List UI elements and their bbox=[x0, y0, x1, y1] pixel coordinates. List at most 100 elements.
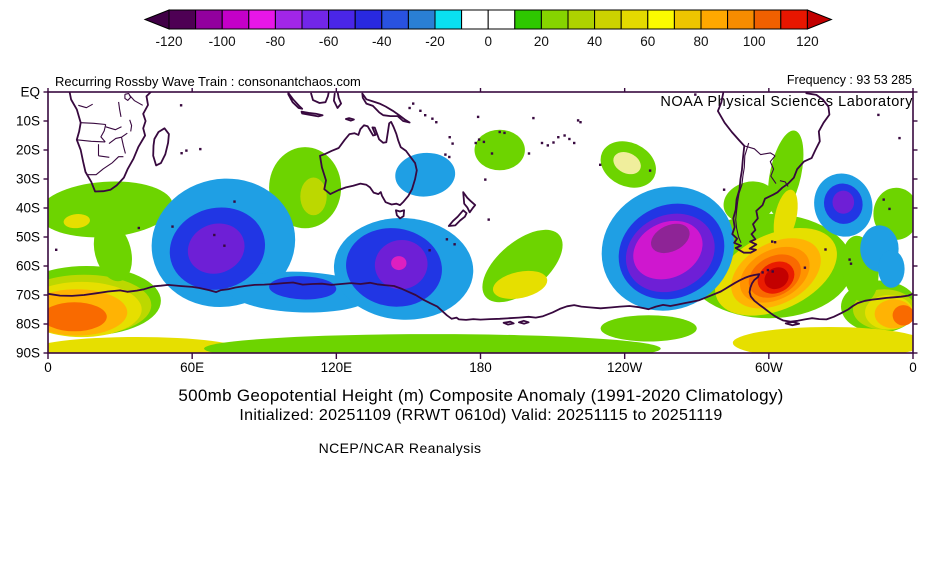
colorbar-cell-60-70 bbox=[647, 9, 675, 30]
anomaly-polar-strip-green-pacific bbox=[600, 315, 697, 342]
colorbar-cells bbox=[168, 9, 808, 30]
colorbar-cell-20-30 bbox=[540, 9, 569, 30]
island-dot bbox=[599, 163, 602, 166]
colorbar-cell-80-90 bbox=[700, 9, 729, 30]
coast-sumatra-south bbox=[287, 92, 304, 110]
island-dot bbox=[888, 207, 891, 211]
anomaly-field bbox=[48, 129, 913, 353]
chile-argentina-border bbox=[735, 142, 750, 244]
anomaly-n1-royal-band bbox=[269, 276, 337, 300]
island-dot bbox=[448, 155, 451, 159]
colorbar-cell--10-0 bbox=[461, 9, 489, 30]
anomaly-p3-yellow-north-arm bbox=[773, 189, 798, 244]
coastlines bbox=[48, 92, 913, 327]
colorbar-cell--80--70 bbox=[274, 9, 303, 30]
coast-ross-shelf-loop-2 bbox=[502, 320, 515, 326]
africa-border-3 bbox=[76, 139, 106, 143]
island-dot bbox=[476, 115, 480, 119]
island-dot bbox=[445, 238, 449, 241]
island-dot bbox=[766, 268, 770, 272]
island-dot bbox=[552, 141, 555, 144]
island-dot bbox=[444, 153, 447, 156]
island-dot bbox=[503, 131, 506, 135]
colorbar-tick-label: -20 bbox=[425, 34, 445, 49]
colorbar-left-arrow bbox=[143, 9, 170, 30]
africa-border-6 bbox=[87, 162, 113, 176]
colorbar-cell-70-80 bbox=[673, 9, 702, 30]
y-axis-label: 40S bbox=[16, 201, 40, 216]
island-dot bbox=[579, 121, 582, 124]
coast-new-zealand-south bbox=[447, 209, 468, 227]
y-axis-label: 20S bbox=[16, 143, 40, 158]
island-dot bbox=[419, 109, 422, 112]
coast-borneo-south bbox=[310, 92, 330, 104]
colorbar-cell-50-60 bbox=[620, 9, 649, 30]
colorbar-tick-label: -80 bbox=[266, 34, 286, 49]
y-axis-label: 70S bbox=[16, 288, 40, 303]
island-dot bbox=[898, 136, 901, 140]
coast-africa bbox=[68, 92, 152, 193]
colorbar-tick-label: 20 bbox=[534, 34, 549, 49]
colorbar-cell--70--60 bbox=[301, 9, 330, 30]
africa-border-1 bbox=[80, 122, 106, 126]
island-dot bbox=[453, 243, 456, 246]
coast-tasmania bbox=[395, 209, 405, 220]
colorbar-cell--120--110 bbox=[168, 9, 197, 30]
bolivia-border bbox=[744, 145, 776, 157]
anomaly-n2-pink-core bbox=[391, 256, 407, 271]
anomaly-polar-strip-west-yellow bbox=[48, 337, 243, 353]
anomaly-p1-neck-green bbox=[93, 221, 132, 282]
island-dot bbox=[428, 249, 431, 252]
island-dot bbox=[803, 266, 807, 269]
colorbar-cell-0-10 bbox=[487, 9, 516, 30]
island-dot bbox=[474, 141, 477, 145]
x-axis-label: 120W bbox=[607, 360, 643, 375]
colorbar-cell--60--50 bbox=[328, 9, 356, 30]
island-dot bbox=[694, 93, 697, 96]
africa-border-2 bbox=[100, 124, 107, 143]
island-dot bbox=[487, 218, 490, 221]
island-dot bbox=[490, 152, 494, 155]
x-axis-label: 180 bbox=[469, 360, 492, 375]
coast-new-guinea bbox=[361, 92, 411, 124]
colorbar-tick-label: 0 bbox=[484, 34, 492, 49]
africa-border-5 bbox=[98, 155, 110, 158]
anomaly-n5-sky-tip bbox=[878, 250, 905, 288]
island-dot bbox=[233, 200, 236, 203]
colorbar-cell-90-100 bbox=[727, 9, 755, 30]
x-axis-label: 0 bbox=[44, 360, 52, 375]
colorbar-cell-10-20 bbox=[514, 9, 542, 30]
colorbar-tick-label: -120 bbox=[155, 34, 182, 49]
colorbar-tick-label: 120 bbox=[796, 34, 819, 49]
colorbar-tick-label: -60 bbox=[319, 34, 339, 49]
map-title: 500mb Geopotential Height (m) Composite … bbox=[178, 386, 784, 405]
coast-antarctica bbox=[48, 273, 913, 323]
colorbar-cell--20--10 bbox=[434, 9, 463, 30]
x-axis-label: 0 bbox=[909, 360, 917, 375]
colorbar-cell-110-120 bbox=[780, 9, 808, 30]
y-axis-label: 50S bbox=[16, 230, 40, 245]
island-dot bbox=[223, 244, 226, 247]
island-dot bbox=[137, 226, 140, 230]
anomaly-p6-green bbox=[482, 229, 563, 303]
colorbar: -120 -100 -80 -60 -40 -20 0 20 40 60 80 100 120 bbox=[143, 9, 833, 49]
africa-border-8 bbox=[105, 126, 122, 131]
island-dot bbox=[563, 134, 566, 137]
colorbar-cell-100-110 bbox=[753, 9, 782, 30]
island-dot bbox=[527, 152, 531, 155]
africa-border-11 bbox=[128, 94, 143, 106]
island-dot bbox=[540, 141, 544, 145]
coast-sulawesi bbox=[333, 92, 342, 109]
island-dot bbox=[576, 119, 580, 122]
island-dot bbox=[882, 198, 885, 201]
colorbar-tick-label: 60 bbox=[640, 34, 655, 49]
uruguay-border bbox=[779, 180, 789, 187]
x-axis-label: 120E bbox=[321, 360, 353, 375]
colorbar-tick-label: 40 bbox=[587, 34, 602, 49]
coast-timor bbox=[345, 117, 355, 122]
anomaly-p5-green bbox=[474, 129, 525, 171]
anomaly-polar-strip-east-yellow bbox=[732, 327, 913, 353]
coast-south-america bbox=[717, 92, 831, 254]
anomaly-p7-core bbox=[613, 152, 641, 175]
island-dot bbox=[877, 113, 880, 117]
